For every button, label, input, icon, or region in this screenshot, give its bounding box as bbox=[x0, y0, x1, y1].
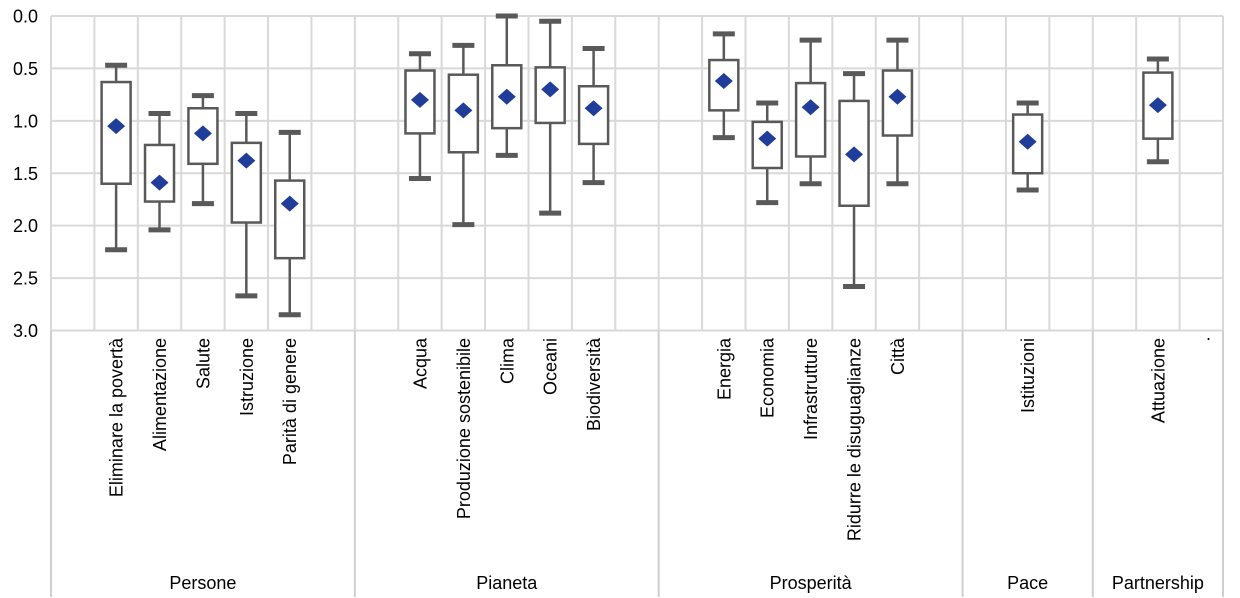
category-label: Eliminare la povertà bbox=[107, 337, 127, 497]
y-tick-label: 2.5 bbox=[13, 269, 38, 289]
mean-marker-diamond-icon bbox=[1148, 97, 1167, 114]
category-label: Economia bbox=[758, 337, 778, 418]
mean-marker-diamond-icon bbox=[150, 174, 169, 191]
y-tick-label: 3.0 bbox=[13, 321, 38, 341]
mean-marker-diamond-icon bbox=[801, 99, 820, 116]
group-label: Persone bbox=[169, 573, 236, 593]
category-label: Infrastrutture bbox=[801, 338, 821, 440]
category-label: Biodiversità bbox=[584, 337, 604, 431]
category-label: Acqua bbox=[410, 337, 430, 389]
category-label: Oceani bbox=[541, 338, 561, 395]
y-tick-label: 0.0 bbox=[13, 7, 38, 27]
group-label: Pianeta bbox=[476, 573, 538, 593]
mean-marker-diamond-icon bbox=[541, 81, 560, 98]
mean-marker-diamond-icon bbox=[714, 72, 733, 89]
box bbox=[577, 84, 610, 146]
category-label: Istituzioni bbox=[1018, 338, 1038, 413]
y-tick-label: 1.0 bbox=[13, 111, 38, 131]
category-label: Ridurre le disuguaglianze bbox=[845, 338, 865, 541]
group-label: Prosperità bbox=[770, 573, 853, 593]
category-label: Attuazione bbox=[1148, 338, 1168, 423]
box bbox=[751, 120, 783, 170]
mean-marker-diamond-icon bbox=[107, 118, 126, 135]
mean-marker-diamond-icon bbox=[1018, 133, 1037, 150]
mean-marker-diamond-icon bbox=[758, 130, 777, 147]
category-label: Energia bbox=[714, 337, 734, 400]
mean-marker-diamond-icon bbox=[497, 88, 516, 105]
y-tick-label: 1.5 bbox=[13, 164, 38, 184]
y-tick-label: 0.5 bbox=[13, 59, 38, 79]
category-label: Salute bbox=[193, 338, 213, 389]
mean-marker-diamond-icon bbox=[237, 152, 256, 169]
mean-marker-diamond-icon bbox=[280, 195, 299, 212]
y-tick-label: 2.0 bbox=[13, 216, 38, 236]
category-label: Città bbox=[888, 337, 908, 375]
group-label: Pace bbox=[1007, 573, 1048, 593]
category-label: Alimentazione bbox=[150, 338, 170, 451]
mean-marker-diamond-icon bbox=[888, 88, 907, 105]
mean-marker-diamond-icon bbox=[584, 100, 603, 117]
box bbox=[273, 179, 306, 260]
box bbox=[491, 64, 523, 130]
mean-marker-diamond-icon bbox=[454, 102, 473, 119]
stray-dot-label: . bbox=[1206, 324, 1211, 344]
category-label: Parità di genere bbox=[280, 338, 300, 465]
box bbox=[143, 143, 176, 203]
mean-marker-diamond-icon bbox=[193, 125, 212, 142]
category-label: Produzione sostenibile bbox=[454, 338, 474, 519]
box bbox=[794, 81, 827, 158]
category-label: Clima bbox=[497, 337, 517, 384]
mean-marker-diamond-icon bbox=[845, 146, 864, 163]
category-label: Istruzione bbox=[237, 338, 257, 416]
mean-marker-diamond-icon bbox=[410, 91, 429, 108]
group-label: Partnership bbox=[1112, 573, 1204, 593]
